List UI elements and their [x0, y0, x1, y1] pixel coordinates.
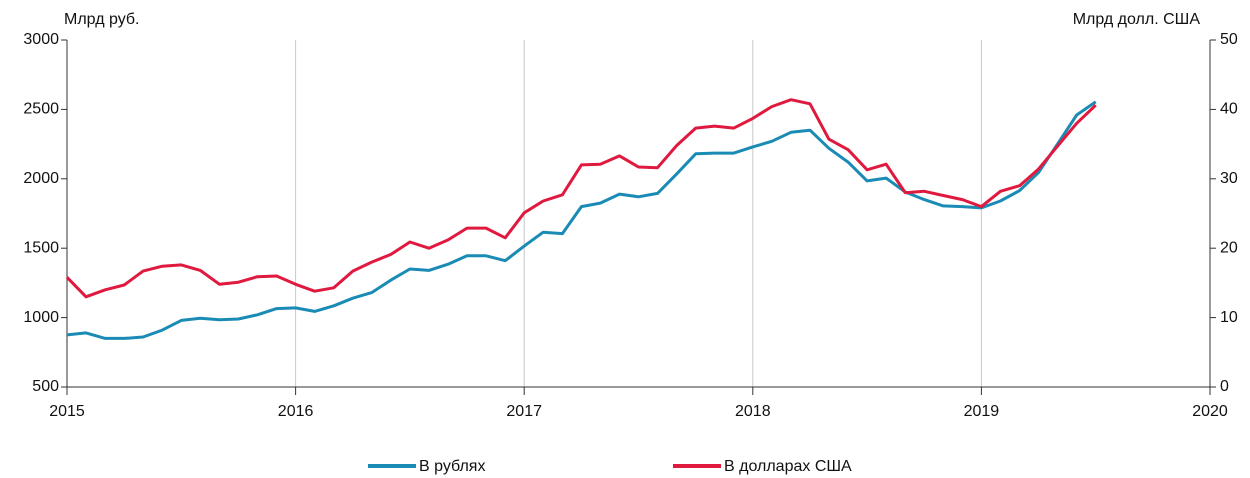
- y2-tick-label: 50: [1220, 31, 1238, 48]
- series-line: [66, 100, 1097, 340]
- y-tick-label: 500: [32, 378, 59, 395]
- y-tick-label: 1000: [23, 309, 59, 326]
- y2-tick-label: 30: [1220, 170, 1238, 187]
- y2-tick-label: 0: [1220, 378, 1229, 395]
- y-tick-label: 2000: [23, 170, 59, 187]
- x-tick-label: 2016: [278, 403, 314, 420]
- x-tick-label: 2017: [506, 403, 542, 420]
- y2-tick-label: 20: [1220, 239, 1238, 256]
- y-axis-label: Млрд руб.: [64, 11, 139, 28]
- legend-label: В рублях: [419, 458, 485, 475]
- x-tick-label: 2019: [964, 403, 1000, 420]
- y2-axis-label: Млрд долл. США: [1073, 11, 1201, 28]
- y2-tick-label: 10: [1220, 309, 1238, 326]
- y-tick-label: 1500: [23, 239, 59, 256]
- series-line: [65, 98, 1097, 299]
- y-tick-label: 2500: [23, 101, 59, 118]
- x-tick-label: 2015: [49, 403, 85, 420]
- x-tick-label: 2018: [735, 403, 771, 420]
- legend-label: В долларах США: [724, 458, 852, 475]
- x-tick-label: 2020: [1192, 403, 1228, 420]
- y-tick-label: 3000: [23, 31, 59, 48]
- y2-tick-label: 40: [1220, 101, 1238, 118]
